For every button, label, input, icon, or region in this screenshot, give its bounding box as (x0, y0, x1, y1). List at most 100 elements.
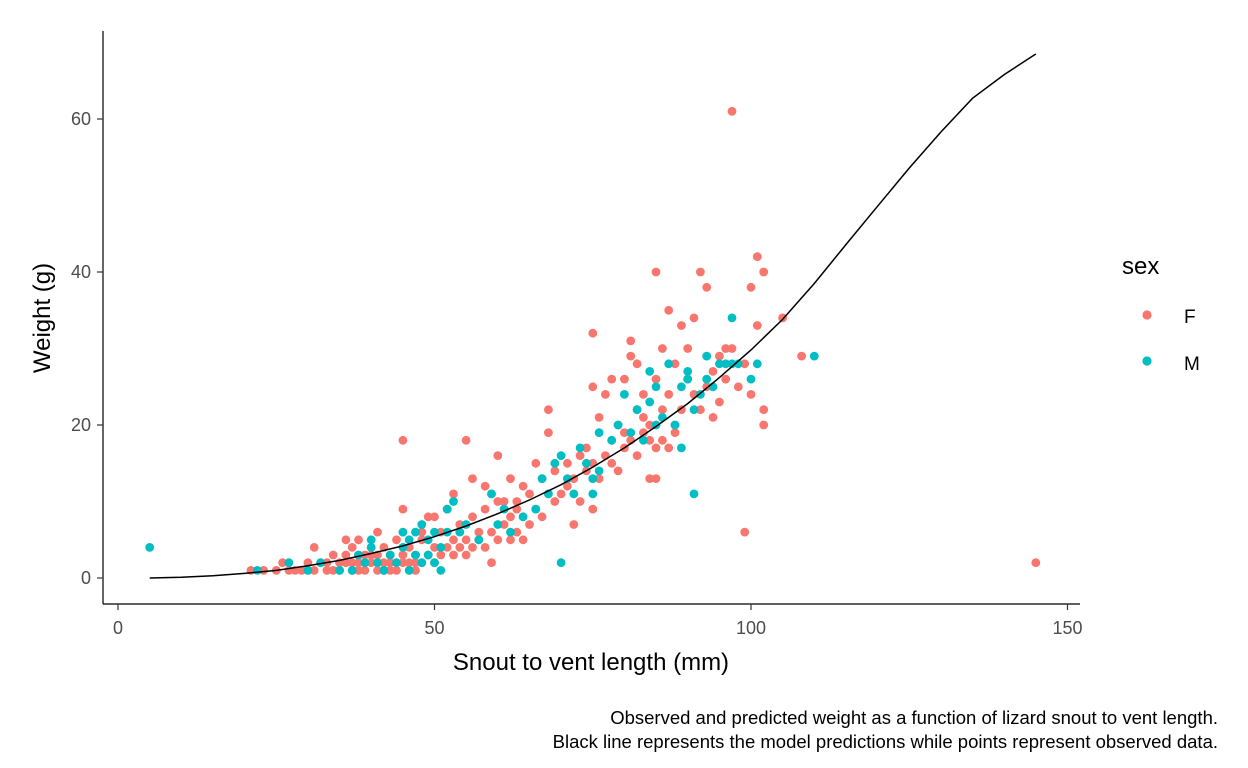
model-prediction-line (149, 53, 1037, 579)
data-point-f (461, 535, 471, 545)
data-point-m (556, 451, 566, 460)
data-point-m (556, 558, 566, 568)
data-point-f (639, 428, 648, 437)
data-point-f (645, 435, 655, 445)
model-line-layer (149, 53, 1037, 579)
data-point-f (512, 527, 522, 537)
data-point-f (297, 566, 306, 575)
data-point-f (639, 413, 648, 422)
data-point-f (499, 520, 509, 529)
data-point-f (575, 451, 585, 460)
data-point-f (752, 321, 762, 330)
data-point-f (480, 481, 490, 491)
data-point-f (354, 535, 363, 545)
data-point-f (620, 428, 629, 437)
data-point-f (721, 374, 731, 384)
y-tick-label: 0 (81, 568, 91, 588)
data-point-f (417, 527, 427, 537)
data-point-f (588, 382, 598, 392)
data-point-m (430, 527, 439, 537)
data-point-f (430, 512, 439, 522)
data-point-f (563, 481, 572, 491)
data-point-f (651, 443, 661, 453)
data-point-f (493, 535, 503, 545)
data-point-f (708, 367, 718, 376)
caption-line-1: Observed and predicted weight as a funct… (610, 707, 1218, 728)
data-point-m (366, 543, 376, 552)
data-point-f (398, 558, 408, 568)
data-point-m (683, 374, 693, 384)
data-point-f (322, 566, 332, 575)
data-point-f (715, 351, 724, 361)
data-point-f (474, 527, 484, 537)
data-point-f (487, 558, 496, 568)
data-point-f (468, 474, 477, 483)
data-point-m (436, 543, 446, 552)
data-point-m (575, 443, 585, 453)
data-point-m (620, 390, 629, 399)
data-point-f (594, 413, 604, 422)
data-point-f (493, 497, 503, 506)
data-point-f (651, 474, 661, 483)
data-point-f (797, 351, 806, 361)
data-point-f (569, 520, 579, 529)
data-point-f (309, 543, 319, 552)
data-point-f (752, 252, 762, 262)
data-point-f (664, 305, 674, 315)
data-point-f (620, 374, 629, 384)
x-tick-label: 0 (113, 618, 123, 638)
data-point-f (436, 550, 446, 560)
data-point-f (696, 267, 705, 277)
data-point-f (360, 566, 370, 575)
legend-key-m (1142, 356, 1152, 366)
data-point-m (613, 420, 623, 430)
data-point-f (645, 420, 655, 430)
data-point-m (493, 520, 503, 529)
data-point-f (379, 558, 389, 568)
data-point-f (582, 443, 591, 453)
data-point-f (651, 267, 661, 277)
data-point-f (601, 390, 610, 399)
data-point-f (733, 382, 743, 392)
data-point-f (759, 267, 769, 277)
data-point-f (544, 428, 553, 437)
data-point-f (506, 535, 515, 545)
scatter-chart: 0 50 100 150 0 20 40 60 Snout to vent length (… (29, 31, 1200, 676)
data-point-f (563, 458, 572, 468)
data-point-m (411, 527, 420, 537)
data-point-f (366, 558, 376, 568)
data-point-f (392, 566, 401, 575)
data-point-f (518, 535, 528, 545)
data-point-f (696, 405, 705, 415)
y-tick-label: 20 (71, 415, 91, 435)
data-point-f (328, 566, 338, 575)
data-point-f (556, 489, 566, 499)
data-point-f (721, 344, 731, 353)
data-point-f (626, 351, 636, 361)
data-point-f (677, 321, 686, 330)
data-point-f (683, 344, 693, 353)
data-point-m (423, 550, 433, 560)
data-point-f (740, 359, 750, 369)
data-point-m (632, 405, 642, 415)
data-point-m (677, 382, 686, 392)
data-point-m (455, 527, 465, 537)
data-point-f (607, 458, 617, 468)
data-point-m (487, 489, 496, 499)
data-point-f (442, 543, 452, 552)
data-point-m (702, 351, 712, 361)
data-point-m (316, 558, 325, 568)
data-point-f (398, 550, 408, 560)
data-point-m (727, 359, 737, 369)
data-point-f (575, 497, 585, 506)
data-point-m (594, 466, 604, 476)
data-point-m (588, 474, 598, 483)
data-point-f (430, 543, 439, 552)
data-point-f (423, 512, 433, 522)
data-point-m (715, 359, 724, 369)
data-point-f (670, 428, 680, 437)
data-point-f (544, 405, 553, 415)
data-point-f (550, 497, 560, 506)
data-point-m (335, 566, 344, 575)
x-tick-label: 50 (424, 618, 444, 638)
